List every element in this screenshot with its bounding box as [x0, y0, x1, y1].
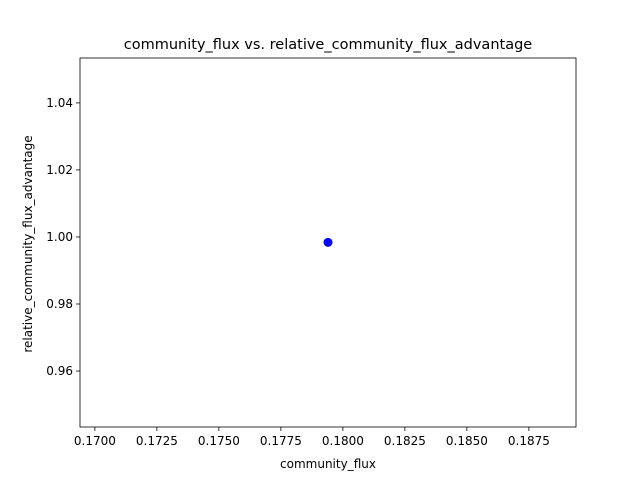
y-tick-label: 1.04: [46, 96, 73, 110]
x-tick-label: 0.1775: [260, 434, 302, 448]
plot-area: 0.1700 0.1725 0.1750 0.1775 0.1800 0.1825 0.18…: [46, 57, 577, 448]
x-tick-label: 0.1725: [136, 434, 178, 448]
y-tick-label: 0.96: [46, 364, 73, 378]
y-axis-label: relative_community_flux_advantage: [21, 135, 35, 352]
axes-frame: [79, 57, 577, 428]
data-point: [323, 237, 333, 247]
x-axis-label: community_flux: [280, 457, 376, 471]
x-tick-label: 0.1700: [74, 434, 116, 448]
y-tick-label: 1.02: [46, 163, 73, 177]
chart-title: community_flux vs. relative_community_fl…: [124, 37, 533, 53]
x-tick-label: 0.1800: [322, 434, 364, 448]
y-tick-label: 1.00: [46, 230, 73, 244]
x-tick-label: 0.1875: [508, 434, 550, 448]
x-tick-label: 0.1750: [198, 434, 240, 448]
x-tick-label: 0.1825: [384, 434, 426, 448]
x-tick-label: 0.1850: [446, 434, 488, 448]
y-tick-label: 0.98: [46, 297, 73, 311]
